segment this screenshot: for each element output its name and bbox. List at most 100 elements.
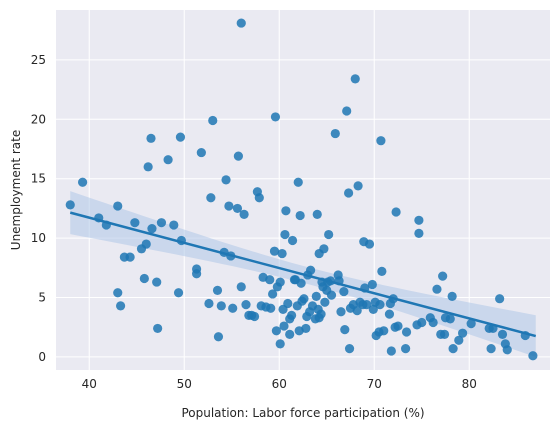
data-point [147, 224, 157, 234]
data-point [146, 133, 156, 143]
data-point [228, 303, 238, 313]
x-tick-label: 40 [82, 377, 97, 391]
data-point [266, 303, 276, 313]
regression-line-group [69, 211, 537, 338]
data-point [301, 323, 311, 334]
y-tick-label: 20 [31, 112, 46, 126]
data-points [65, 18, 538, 361]
data-point [169, 220, 179, 230]
data-point [254, 193, 264, 203]
data-point [173, 288, 184, 298]
data-point [350, 74, 360, 84]
data-point [153, 323, 163, 334]
data-point [175, 132, 186, 142]
data-point [141, 239, 151, 249]
data-point [401, 327, 412, 337]
data-point [221, 175, 231, 185]
data-point [448, 344, 458, 354]
data-point [116, 301, 126, 311]
data-point [275, 339, 285, 349]
data-point [342, 106, 352, 116]
data-point [432, 284, 442, 294]
data-point [326, 290, 337, 300]
data-point [206, 193, 216, 203]
y-tick-label: 0 [38, 350, 46, 364]
data-point [236, 282, 246, 292]
data-point [417, 317, 427, 328]
data-point [236, 18, 246, 28]
data-point [352, 305, 362, 316]
data-point [299, 294, 309, 304]
data-point [368, 304, 378, 315]
data-point [281, 206, 291, 216]
data-point [163, 155, 173, 165]
data-point [379, 326, 389, 336]
data-point [279, 321, 289, 331]
data-point [295, 210, 305, 221]
data-point [339, 286, 349, 297]
data-point [268, 289, 278, 299]
data-point [376, 136, 386, 146]
data-point [287, 235, 298, 246]
data-point [401, 344, 411, 354]
data-point [486, 344, 496, 354]
data-point [344, 344, 355, 354]
data-point [296, 278, 306, 288]
data-point [270, 112, 281, 122]
data-point [139, 273, 149, 284]
data-point [393, 321, 403, 331]
data-point [249, 311, 260, 322]
data-point [285, 329, 295, 339]
data-point [306, 265, 316, 275]
data-point [293, 177, 303, 187]
y-tick-label: 25 [31, 53, 46, 67]
data-point [233, 151, 243, 161]
data-point [277, 248, 287, 259]
data-point [78, 177, 88, 187]
data-point [283, 298, 293, 309]
data-point [502, 345, 512, 355]
data-point [312, 209, 322, 219]
data-point [152, 277, 162, 287]
data-point [377, 266, 387, 276]
data-point [320, 297, 330, 307]
data-point [375, 300, 385, 310]
data-point [130, 218, 140, 228]
data-point [269, 246, 280, 256]
data-point [113, 288, 123, 298]
data-point [445, 314, 455, 324]
data-point [447, 291, 457, 301]
data-point [324, 229, 334, 240]
data-point [319, 244, 329, 254]
x-tick-label: 50 [177, 377, 192, 391]
data-point [466, 319, 476, 329]
data-point [212, 285, 223, 295]
data-point [196, 147, 206, 158]
data-point [386, 346, 396, 356]
data-point [232, 203, 243, 214]
data-point [364, 239, 375, 249]
data-point [239, 209, 249, 219]
data-point [362, 300, 372, 310]
data-point [125, 252, 135, 262]
y-tick-label: 5 [38, 291, 46, 305]
data-point [204, 298, 214, 309]
data-point [213, 332, 224, 342]
x-tick-label: 60 [272, 377, 287, 391]
data-point [458, 328, 468, 338]
tick-labels: 40 50 60 70 80 0 5 10 15 20 25 [31, 53, 477, 391]
data-point [275, 277, 285, 287]
data-point [367, 279, 377, 290]
regression-line [69, 211, 537, 338]
data-point [287, 310, 297, 320]
data-point [391, 207, 401, 217]
data-point [265, 275, 275, 285]
data-point [439, 329, 450, 339]
data-point [271, 326, 281, 336]
data-point [428, 317, 438, 328]
y-axis-label: Unemployment rate [9, 130, 23, 250]
data-point [336, 307, 346, 317]
data-point [143, 162, 153, 172]
data-point [316, 309, 326, 319]
